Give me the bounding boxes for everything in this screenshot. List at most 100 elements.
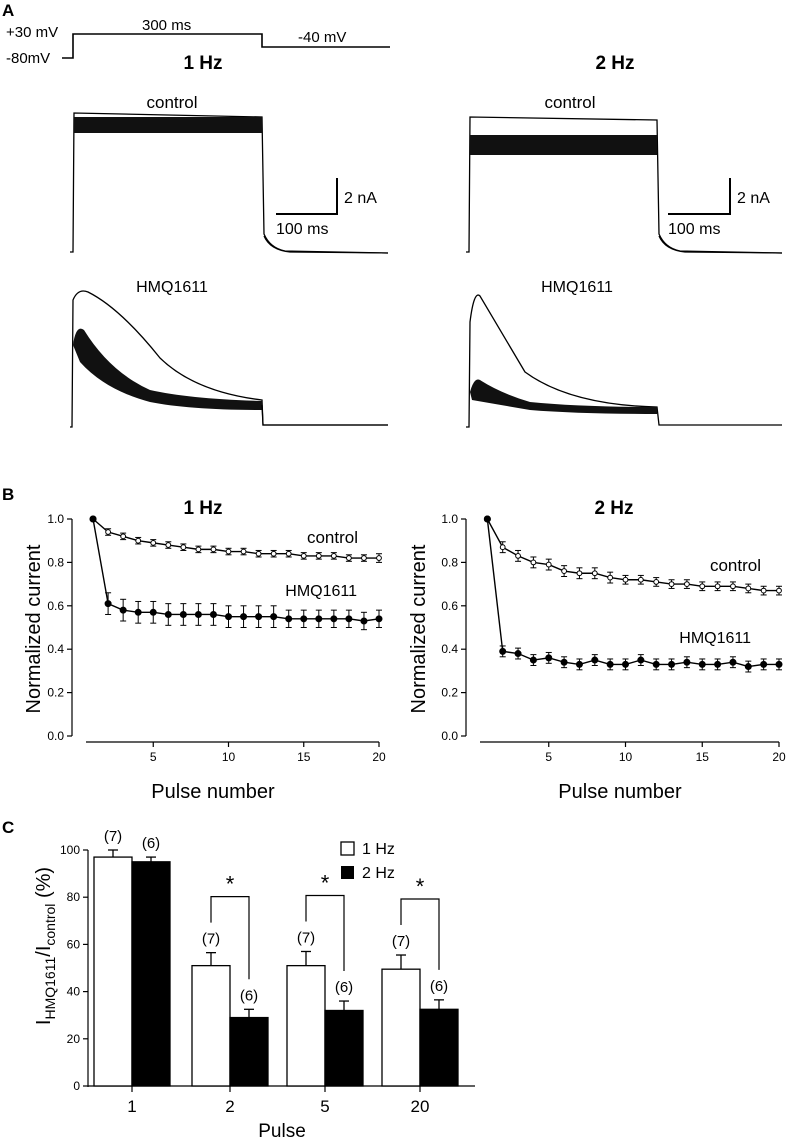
data-point-hmq1611-2hz-1 [499, 647, 507, 655]
drug-trace-band-1hz [73, 328, 262, 410]
control-label-1hz: control [146, 93, 197, 112]
data-point-control-1hz-8 [210, 546, 217, 553]
data-point-control-2hz-18 [760, 587, 767, 594]
y-tick-label-1hz-4: 0.8 [47, 555, 64, 569]
y-tick-label-2hz-0: 0.0 [441, 729, 458, 743]
line-chart-2hz: 2 Hz Normalized current Pulse number con… [408, 498, 786, 803]
bar-y-tick-label-3: 60 [67, 937, 81, 951]
x-axis-label-1hz: Pulse number [151, 781, 275, 803]
data-point-hmq1611-2hz-6 [575, 660, 583, 668]
protocol-tail-label: -40 mV [298, 29, 346, 46]
data-point-control-1hz-14 [300, 552, 307, 559]
legend-label-2hz: 2 Hz [362, 865, 395, 882]
ylabel-slash: /I [33, 946, 55, 957]
data-point-control-1hz-15 [315, 552, 322, 559]
data-point-hmq1611-1hz-4 [149, 608, 157, 616]
ylabel-unit: (%) [33, 867, 55, 904]
drug-trace-band-2hz [470, 379, 657, 414]
data-point-hmq1611-1hz-12 [270, 613, 278, 621]
significance-bracket-2 [305, 894, 345, 972]
x-tick-label-1hz-3: 20 [372, 750, 386, 764]
significance-mark-2: * [321, 870, 330, 895]
data-point-control-1hz-19 [376, 555, 382, 561]
drug-traces-2hz: HMQ1611 [466, 279, 782, 428]
y-axis-label-2hz: Normalized current [408, 544, 430, 713]
bar-category-label-1: 2 [225, 1097, 234, 1116]
significance-mark-3: * [416, 874, 425, 899]
data-point-control-2hz-2 [515, 552, 521, 559]
bar-1hz-0 [93, 856, 133, 1087]
freq-label-left: 1 Hz [183, 53, 222, 74]
scale-bar-1hz: 2 nA 100 ms [276, 178, 377, 238]
data-point-hmq1611-1hz-16 [330, 615, 338, 623]
data-point-hmq1611-2hz-8 [606, 660, 614, 668]
y-axis-label-1hz: Normalized current [23, 544, 45, 713]
data-point-control-2hz-16 [730, 583, 736, 590]
y-tick-label-2hz-5: 1.0 [441, 512, 458, 526]
data-point-hmq1611-2hz-7 [591, 656, 599, 664]
x-tick-label-2hz-1: 10 [619, 750, 633, 764]
data-point-control-2hz-13 [684, 581, 690, 587]
significance-mark-1: * [226, 872, 235, 897]
data-point-control-2hz-19 [776, 587, 782, 594]
bar-y-tick-label-1: 20 [67, 1032, 81, 1046]
data-point-hmq1611-1hz-6 [179, 610, 187, 618]
data-point-hmq1611-2hz-11 [652, 660, 660, 668]
bar-n-label-2hz-2: (6) [335, 979, 353, 996]
bar-n-label-2hz-1: (6) [240, 987, 258, 1004]
bar-chart: IHMQ1611/Icontrol (%) Pulse 1 Hz 2 Hz 0 2… [33, 828, 475, 1142]
data-point-hmq1611-2hz-0 [483, 515, 491, 523]
bar-n-label-1hz-2: (7) [297, 929, 315, 946]
ylabel-sub1: HMQ1611 [42, 957, 58, 1020]
x-tick-label-1hz-2: 15 [297, 750, 311, 764]
control-traces-2hz: control [466, 93, 783, 254]
series-label-hmq1611-1hz: HMQ1611 [285, 583, 357, 600]
series-label-control-1hz: control [307, 528, 358, 547]
data-point-control-1hz-10 [240, 548, 247, 555]
data-point-control-2hz-5 [561, 568, 567, 574]
data-point-hmq1611-2hz-12 [668, 660, 676, 668]
y-tick-label-2hz-2: 0.4 [441, 642, 458, 656]
data-point-hmq1611-2hz-19 [775, 660, 783, 668]
bar-1hz-1 [191, 964, 231, 1087]
data-point-hmq1611-2hz-13 [683, 658, 691, 666]
ylabel-i1: I [33, 1020, 55, 1026]
data-point-control-2hz-8 [607, 574, 614, 581]
data-point-hmq1611-1hz-9 [225, 613, 232, 621]
data-point-control-2hz-10 [637, 576, 644, 583]
x-axis-label-2hz: Pulse number [558, 781, 682, 803]
legend-swatch-1hz [340, 841, 355, 856]
bar-1hz-3 [381, 968, 421, 1087]
data-point-control-2hz-1 [499, 544, 506, 551]
scale-time-2hz: 100 ms [668, 221, 720, 238]
control-trace-decay-1hz [263, 235, 389, 254]
legend-swatch-2hz [341, 866, 354, 879]
data-point-hmq1611-1hz-7 [194, 610, 202, 618]
control-trace-band-1hz [74, 117, 262, 133]
data-point-hmq1611-2hz-17 [744, 663, 752, 671]
voltage-protocol: +30 mV -80mV 300 ms -40 mV [6, 17, 390, 67]
data-point-hmq1611-1hz-13 [285, 615, 293, 623]
data-point-hmq1611-1hz-19 [375, 615, 383, 623]
y-tick-label-1hz-1: 0.2 [47, 686, 64, 700]
data-point-hmq1611-1hz-10 [240, 613, 248, 621]
data-point-control-1hz-4 [150, 539, 157, 546]
data-point-control-1hz-3 [135, 537, 142, 544]
data-point-control-1hz-9 [225, 548, 232, 555]
data-point-hmq1611-2hz-4 [545, 654, 553, 662]
data-point-hmq1611-1hz-18 [360, 617, 368, 625]
y-tick-label-1hz-5: 1.0 [47, 512, 64, 526]
bar-n-label-2hz-3: (6) [430, 978, 448, 995]
bar-n-label-1hz-1: (7) [202, 931, 220, 948]
control-label-2hz: control [544, 93, 595, 112]
data-point-hmq1611-2hz-15 [714, 660, 722, 668]
data-point-hmq1611-2hz-9 [622, 660, 629, 668]
data-point-hmq1611-1hz-5 [164, 610, 172, 618]
drug-trace-first-1hz [70, 290, 388, 428]
bar-category-label-3: 20 [411, 1097, 430, 1116]
data-point-hmq1611-1hz-2 [119, 606, 127, 614]
data-point-control-2hz-3 [530, 559, 537, 566]
y-tick-label-2hz-3: 0.6 [441, 599, 458, 613]
x-tick-label-2hz-3: 20 [772, 750, 786, 764]
control-trace-band-2hz [470, 135, 657, 155]
